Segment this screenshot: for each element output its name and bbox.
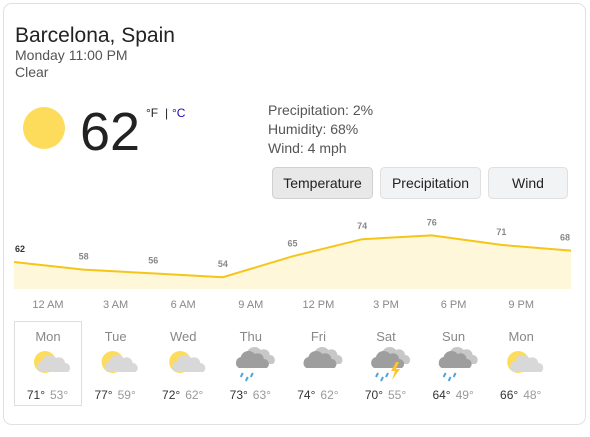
low: 55° — [388, 388, 406, 402]
day[interactable]: Mon 71° 53° — [14, 321, 82, 406]
high: 73° — [230, 388, 248, 402]
low: 62° — [185, 388, 203, 402]
day[interactable]: Wed 72° 62° — [162, 329, 206, 402]
datetime: Monday 11:00 PM — [15, 47, 128, 63]
temperature-line — [13, 234, 572, 279]
sun-icon — [23, 107, 65, 149]
rain-drop — [447, 376, 452, 382]
card-border — [3, 3, 586, 425]
day-name: Thu — [240, 329, 262, 344]
cloud — [510, 354, 544, 372]
detail: Precipitation: 2% — [268, 102, 373, 118]
cloud — [303, 350, 337, 368]
temp-label: 62 — [15, 244, 25, 254]
unit-f[interactable]: °F — [146, 106, 158, 120]
detail: Humidity: 68% — [268, 121, 358, 137]
high: 70° — [365, 388, 383, 402]
time-label: 3 AM — [103, 299, 128, 311]
bolt — [391, 362, 400, 380]
cloud — [104, 354, 138, 372]
rain-drop — [442, 372, 447, 378]
rain-drop — [239, 372, 244, 378]
low: 62° — [320, 388, 338, 402]
tab[interactable]: Temperature — [272, 167, 373, 199]
time-label: 9 PM — [508, 299, 534, 311]
high: 77° — [94, 388, 112, 402]
time-label: 6 AM — [171, 299, 196, 311]
cloud — [172, 354, 206, 372]
low: 63° — [253, 388, 271, 402]
day[interactable]: Tue 77° 59° — [94, 329, 138, 402]
temp-label: 68 — [560, 233, 570, 243]
low: 49° — [456, 388, 474, 402]
rain-drop — [380, 376, 384, 382]
temp-label: 65 — [287, 238, 297, 248]
low: 59° — [118, 388, 136, 402]
day-name: Mon — [35, 329, 60, 344]
high: 71° — [27, 388, 45, 402]
cloud — [37, 354, 71, 372]
day-name: Tue — [105, 329, 127, 344]
area — [14, 235, 571, 289]
day[interactable]: Sat 70° 55° — [365, 329, 411, 402]
time-label: 12 PM — [303, 299, 335, 311]
graph: 62 58 56 54 65 74 76 71 68 12 AM 3 AM 6 AM 9 AM 12 PM… — [13, 217, 572, 311]
temp-label: 71 — [496, 227, 506, 237]
unit-c[interactable]: °C — [172, 106, 186, 120]
rain-drop — [385, 372, 389, 378]
day[interactable]: Fri 74° 62° — [297, 329, 343, 402]
day-name: Mon — [509, 329, 534, 344]
tab[interactable]: Wind — [488, 167, 568, 199]
low: 53° — [50, 388, 68, 402]
day-name: Sat — [376, 329, 396, 344]
rain-drop — [375, 372, 379, 378]
rain-drop — [452, 372, 457, 378]
tab-label[interactable]: Temperature — [283, 175, 362, 191]
forecast: Mon 71° 53° Tue 77° 59° Wed 72° 62° Thu 73° 63° Fri 7… — [14, 321, 544, 406]
day[interactable]: Mon 66° 48° — [500, 329, 544, 402]
cloud — [438, 350, 472, 368]
detail: Wind: 4 mph — [268, 140, 347, 156]
day[interactable]: Thu 73° 63° — [230, 329, 275, 402]
tab[interactable]: Precipitation — [380, 167, 481, 199]
temp-label: 56 — [148, 255, 158, 265]
rain-drop — [249, 372, 254, 378]
temp-label: 74 — [357, 221, 367, 231]
time-label: 3 PM — [373, 299, 399, 311]
location: Barcelona, Spain — [15, 24, 175, 47]
rain-drop — [244, 376, 249, 382]
tab-label[interactable]: Wind — [512, 175, 544, 191]
temp-label: 76 — [427, 217, 437, 227]
temperature: 62 — [80, 102, 140, 162]
temp-label: 54 — [218, 259, 228, 269]
tab-label[interactable]: Precipitation — [392, 175, 469, 191]
day-name: Fri — [311, 329, 326, 344]
time-label: 12 AM — [32, 299, 63, 311]
high: 64° — [432, 388, 450, 402]
high: 66° — [500, 388, 518, 402]
condition: Clear — [15, 64, 49, 80]
day[interactable]: Sun 64° 49° — [432, 329, 478, 402]
high: 74° — [297, 388, 315, 402]
day-name: Sun — [442, 329, 465, 344]
temp-label: 58 — [79, 252, 89, 262]
high: 72° — [162, 388, 180, 402]
cloud — [235, 350, 269, 368]
time-label: 9 AM — [238, 299, 263, 311]
time-label: 6 PM — [441, 299, 467, 311]
unit-separator: | — [165, 106, 168, 120]
low: 48° — [523, 388, 541, 402]
day-name: Wed — [170, 329, 197, 344]
